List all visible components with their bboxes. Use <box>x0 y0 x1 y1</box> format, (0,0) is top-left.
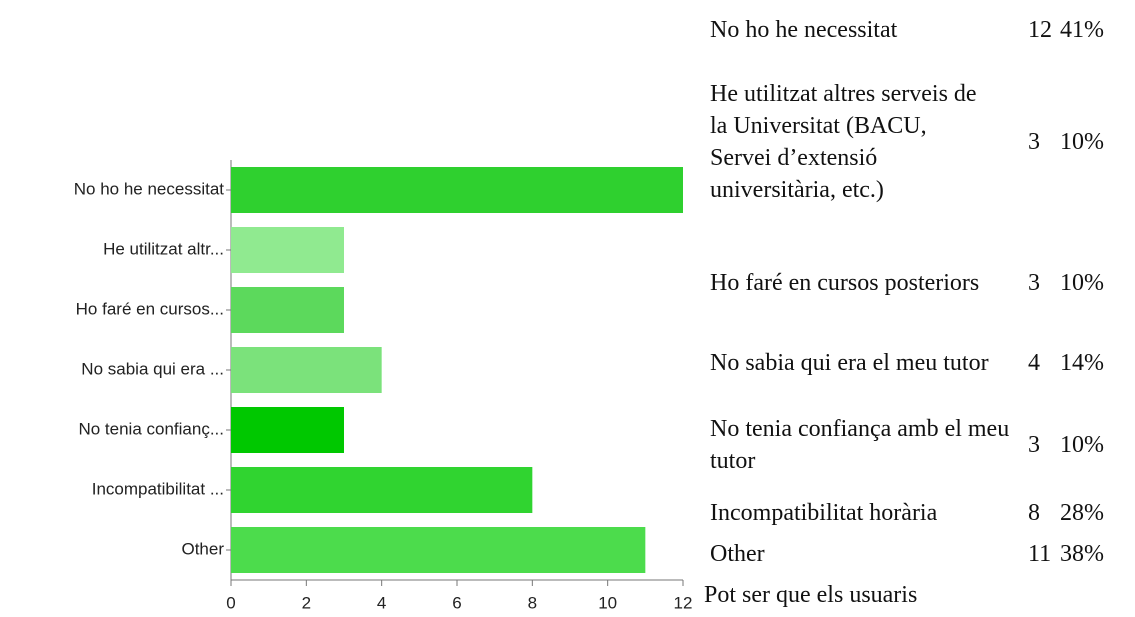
table-cell: 10% <box>1060 432 1104 458</box>
table-cell: 11 <box>1028 541 1052 567</box>
footer-text: Pot ser que els usuaris <box>704 582 918 608</box>
y-tick-label: No sabia qui era ... <box>81 359 224 378</box>
y-tick-label: He utilitzat altr... <box>103 239 224 258</box>
y-tick-label: No ho he necessitat <box>74 179 225 198</box>
bar <box>231 167 683 213</box>
table-row: No tenia confiança amb el meu tutor 3 10% <box>710 408 1130 482</box>
x-tick-label: 10 <box>598 593 617 612</box>
table-row: No ho he necessitat 12 41% <box>710 10 1130 50</box>
table-cell: 10% <box>1060 128 1104 155</box>
table-cell: 3 <box>1028 432 1040 458</box>
table-row: Incompatibilitat horària 8 28% <box>710 493 1130 533</box>
table-cell: 38% <box>1060 541 1104 567</box>
y-tick-label: Other <box>181 539 224 558</box>
table-cell: 12 <box>1028 17 1052 43</box>
table-row: He utilitzat altres serveis de la Univer… <box>710 55 1130 228</box>
table-cell: Ho faré en cursos posteriors <box>710 270 980 296</box>
table-cell: No ho he necessitat <box>710 17 898 43</box>
table-cell: 8 <box>1028 500 1040 526</box>
bar <box>231 287 344 333</box>
bar <box>231 227 344 273</box>
y-tick-label: No tenia confianç... <box>78 419 224 438</box>
table-cell: No sabia qui era el meu tutor <box>710 350 989 376</box>
chart: 0 2 4 6 8 10 12 No ho he necessitat He utilitzat… <box>74 160 693 612</box>
x-tick-label: 8 <box>528 593 537 612</box>
table-row: Ho faré en cursos posteriors 3 10% <box>710 250 1130 316</box>
x-tick-label: 4 <box>377 593 386 612</box>
table-cell: 14% <box>1060 350 1104 376</box>
bar <box>231 347 382 393</box>
table-cell: Other <box>710 541 765 567</box>
x-tick-label: 0 <box>226 593 235 612</box>
table-row: No sabia qui era el meu tutor 4 14% <box>710 328 1130 398</box>
bar <box>231 527 646 573</box>
table-cell: Incompatibilitat horària <box>710 500 938 526</box>
table-cell: 10% <box>1060 270 1104 296</box>
bar <box>231 467 533 513</box>
table-cell: 28% <box>1060 500 1104 526</box>
table-cell: 3 <box>1028 270 1040 296</box>
table-cell: 3 <box>1028 128 1040 155</box>
x-tick-label: 12 <box>674 593 693 612</box>
x-tick-label: 2 <box>302 593 311 612</box>
x-tick-label: 6 <box>452 593 461 612</box>
table-cell: He utilitzat altres serveis de la Univer… <box>710 80 977 203</box>
bar <box>231 407 344 453</box>
table-cell: 4 <box>1028 350 1040 376</box>
table-row: Other 11 38% <box>710 534 1130 574</box>
table-cell: 41% <box>1060 17 1104 43</box>
table-cell: No tenia confiança amb el meu tutor <box>710 416 1010 474</box>
y-tick-label: Incompatibilitat ... <box>92 479 224 498</box>
y-tick-label: Ho faré en cursos... <box>76 299 224 318</box>
